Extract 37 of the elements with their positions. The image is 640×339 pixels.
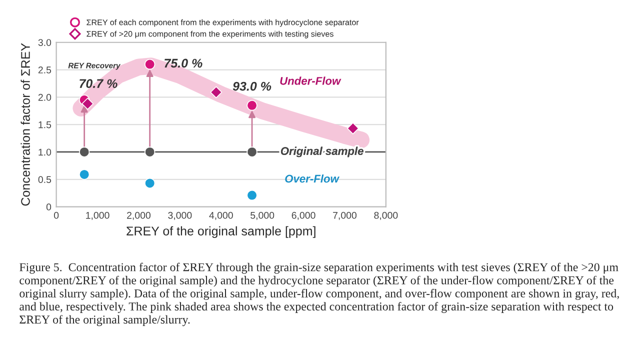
y-tick-label: 1.5 [38,121,52,128]
annotation: 93.0 % [232,82,272,91]
point [246,146,258,158]
legend-label: ΣREY of >20 μm component from the experiments with testing sieves [86,30,334,38]
point [79,146,90,158]
point [144,178,156,189]
x-tick-label: 7,000 [333,212,357,220]
annotation: Over-Flow [285,174,340,183]
x-axis-title: ΣREY of the original sample [ppm] [126,226,316,238]
x-tick-label: 4,000 [209,212,233,220]
point [346,122,359,134]
point [79,169,90,180]
y-tick-label: 3.0 [38,39,52,46]
point [246,190,258,201]
x-tick-label: 1,000 [86,212,110,220]
y-tick-label: 0 [46,204,52,210]
point [144,58,156,70]
y-tick-label: 1.0 [38,148,52,156]
point [82,98,94,110]
y-tick-label: 0.5 [38,176,52,184]
x-tick-label: 0 [54,212,59,219]
caption: Figure 5. Concentration factor of ΣREY through the grain-size separation experiments with test sieves (ΣREY of the >20 μm component/ΣREY of the original sample) and the hydrocyclone separator (ΣREY of the under-flow component/ΣREY of the original slurry sample). Data of the original sample, under-flow component, and over-flow component are shown in gray, red, and blue, respectively. The pink shaded area shows the expected concentration factor of grain-size separation with respect to ΣREY of the original sample/slurry. [20,262,619,326]
point [210,86,222,98]
annotation: 70.7 % [80,79,118,88]
annotation: Under-Flow [280,76,342,85]
point [144,146,156,158]
point [246,100,258,111]
legend-label: ΣREY of each component from the experiments with hydrocyclone separator [86,19,359,27]
x-tick-label: 3,000 [168,212,192,220]
x-tick-label: 8,000 [374,212,398,220]
y-tick-label: 2.0 [38,94,52,101]
y-axis-title: Concentration factor of ΣREY [20,43,30,206]
y-tick-label: 2.5 [38,66,52,74]
x-tick-label: 5,000 [250,212,274,220]
annotation: 75.0 % [164,58,202,68]
x-tick-label: 6,000 [292,212,316,220]
x-tick-label: 2,000 [127,212,151,220]
